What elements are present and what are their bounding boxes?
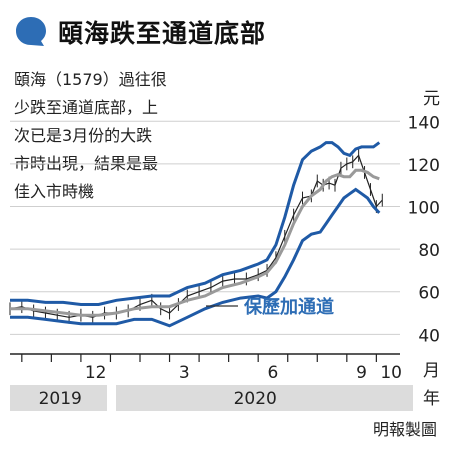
y-tick-label: 80 <box>418 241 440 261</box>
caption-line: 次已是3月份的大跌 <box>14 126 153 145</box>
x-unit-label: 月 <box>423 361 440 381</box>
x-tick-label: 12 <box>85 363 107 383</box>
year-label: 2019 <box>39 389 82 409</box>
speech-bubble-icon <box>16 17 46 46</box>
y-tick-label: 60 <box>418 284 440 304</box>
title-text: 頤海跌至通道底部 <box>58 19 267 48</box>
y-tick-label: 40 <box>418 326 440 346</box>
year-band-2019 <box>10 385 107 411</box>
year-unit-label: 年 <box>423 389 440 409</box>
annotation-label: 保歷加通道 <box>243 296 334 318</box>
x-tick-label: 3 <box>179 363 190 383</box>
x-tick-label: 10 <box>380 363 402 383</box>
caption-line: 佳入市時機 <box>14 182 95 201</box>
moving-average-line <box>10 168 380 317</box>
x-tick-label: 6 <box>268 363 279 383</box>
upper-band-line <box>10 141 381 306</box>
year-band-2020 <box>116 385 413 411</box>
caption-line: 頤海（1579）過往很 <box>14 70 167 89</box>
y-tick-label: 120 <box>408 156 440 176</box>
x-tick-label: 9 <box>356 363 367 383</box>
y-unit-label: 元 <box>423 89 440 109</box>
y-tick-label: 140 <box>408 113 440 133</box>
y-tick-label: 100 <box>408 199 440 219</box>
year-label: 2020 <box>234 389 277 409</box>
chart-title: 頤海跌至通道底部 <box>14 14 266 50</box>
caption-line: 少跌至通道底部，上 <box>14 98 159 117</box>
lower-band-line <box>10 187 381 328</box>
source-credit: 明報製圖 <box>372 420 437 439</box>
